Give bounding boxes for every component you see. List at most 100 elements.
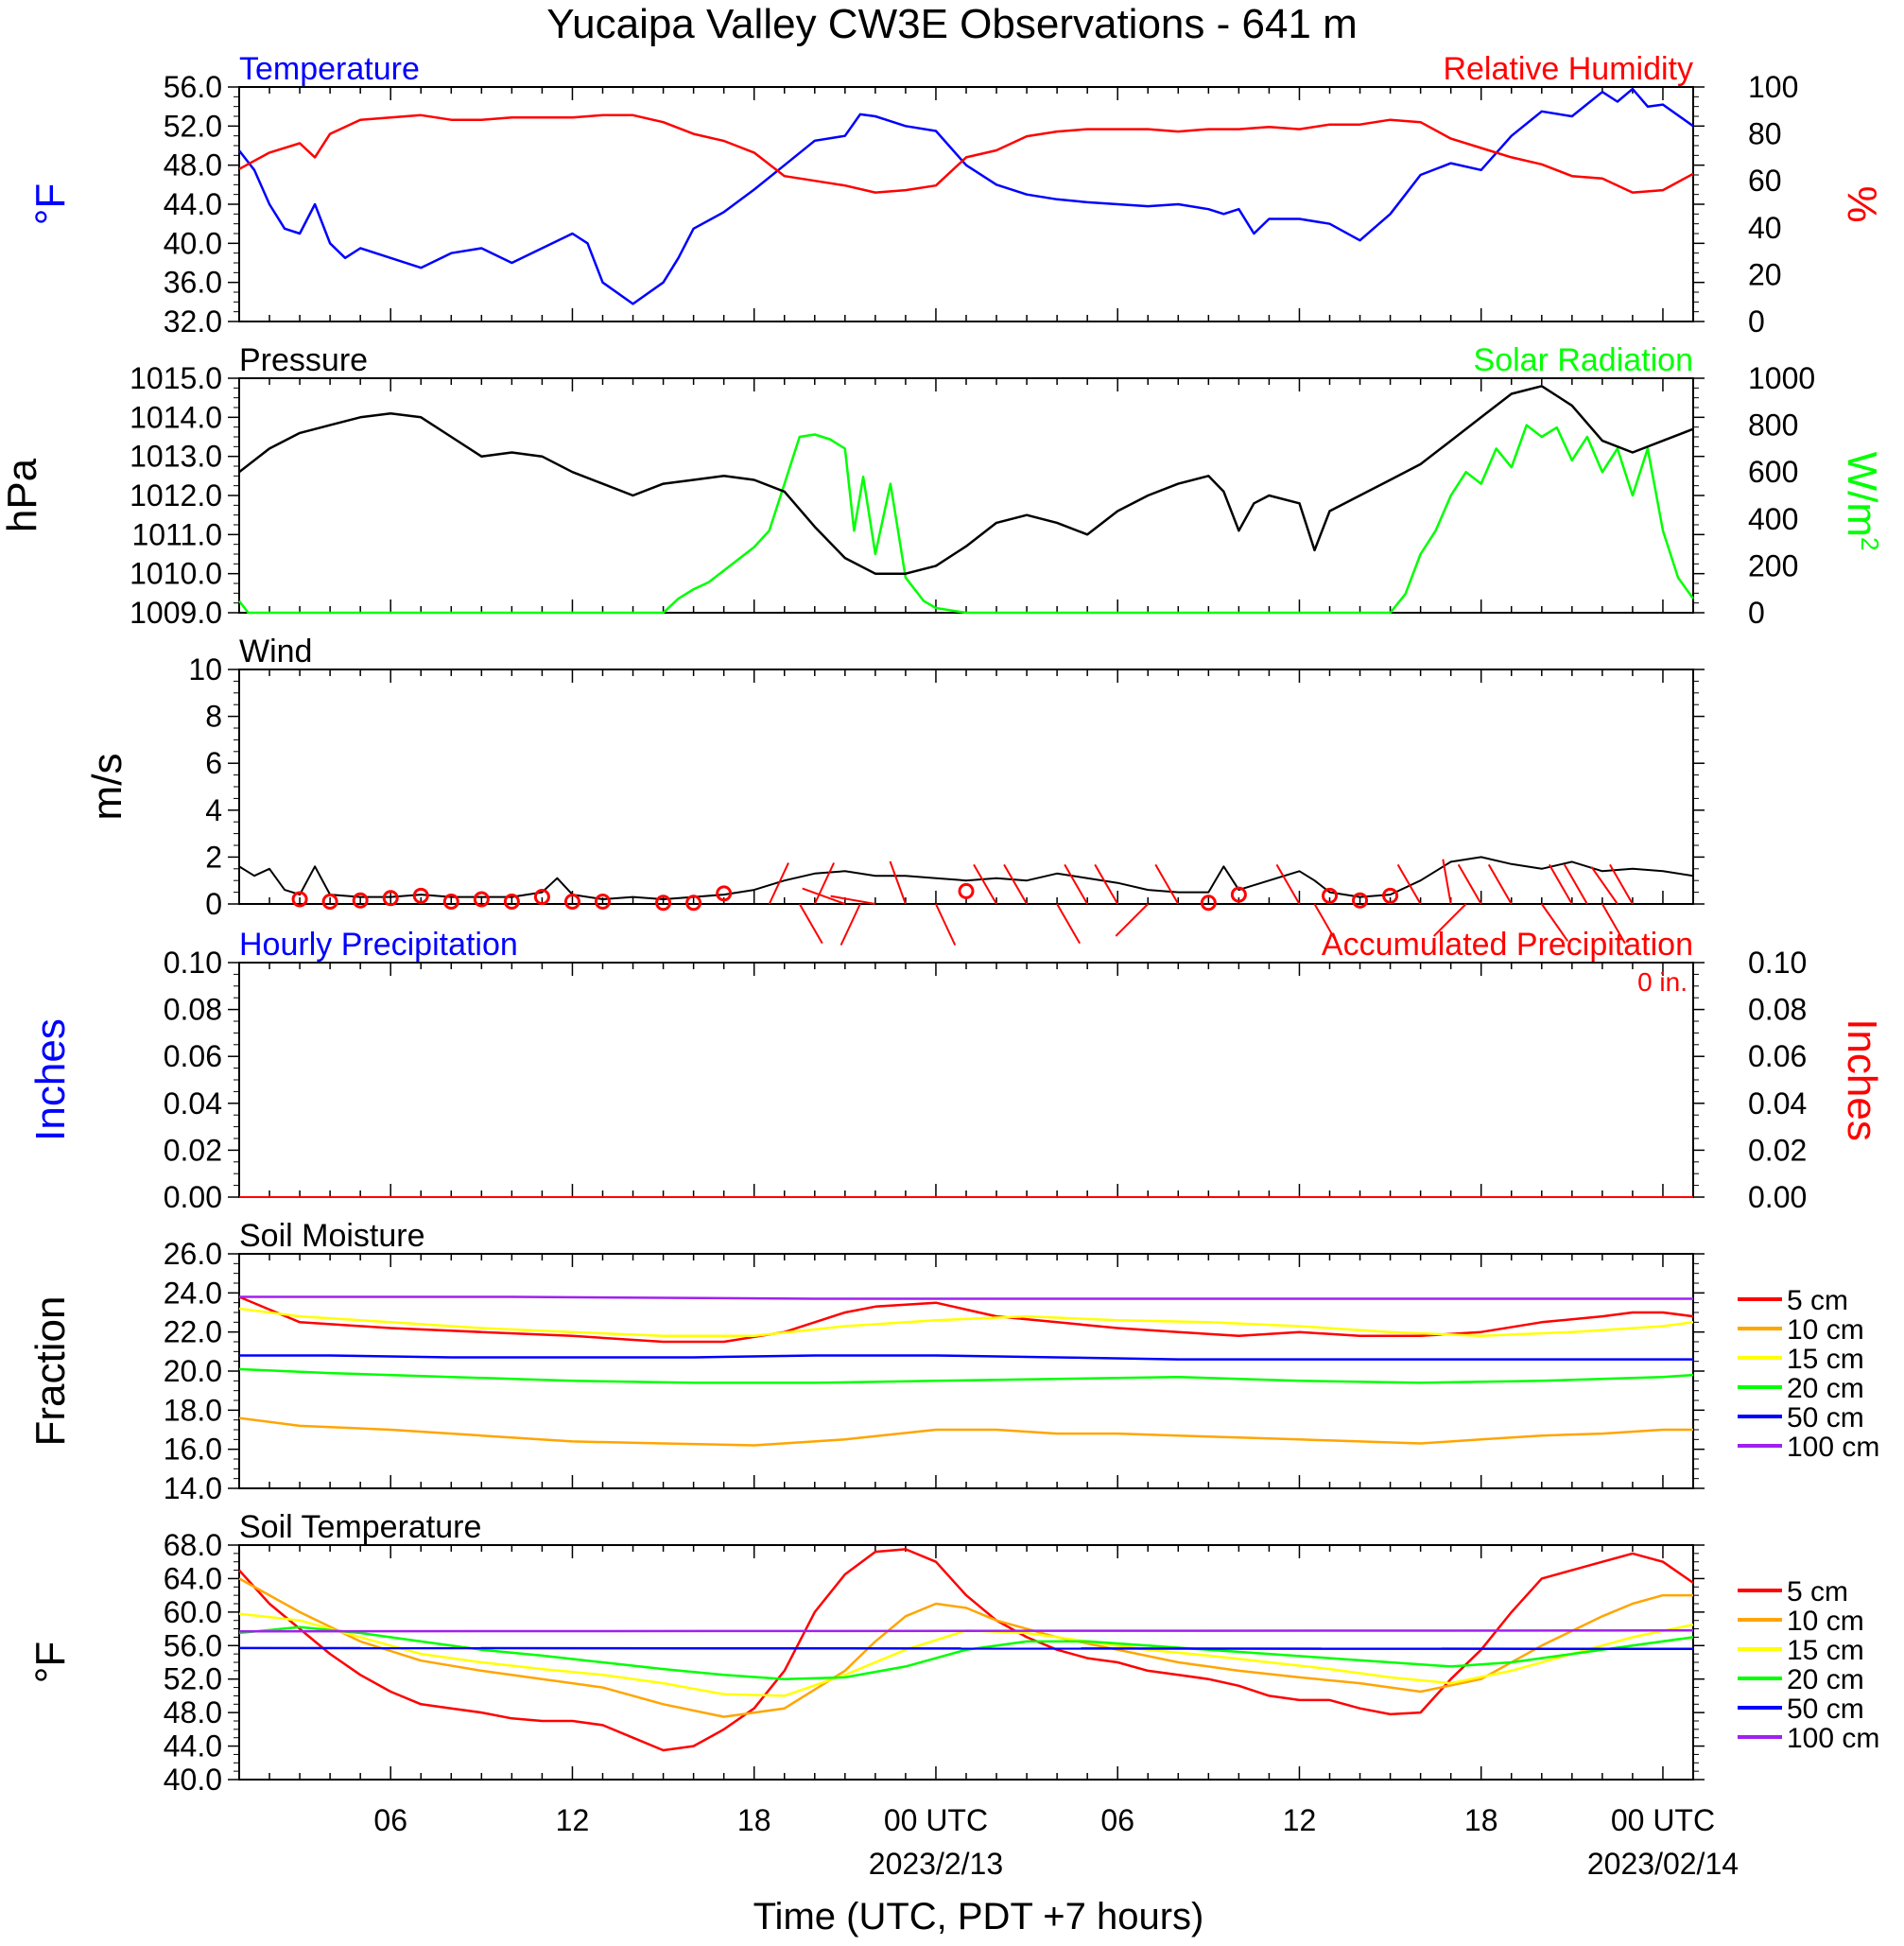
wind-barb (1056, 903, 1081, 945)
wind-barb (1313, 903, 1339, 945)
wind-barb (1433, 903, 1467, 937)
wind-barb (1003, 863, 1028, 905)
panel-title-left: Soil Moisture (239, 1218, 425, 1254)
y-tick-label: 52.0 (164, 1662, 222, 1696)
y-tick-label: 64.0 (164, 1561, 222, 1595)
humidity-series-line (238, 113, 1694, 194)
calm-wind-marker (1200, 895, 1217, 912)
soil-temp-line (238, 1577, 1693, 1718)
y-tick-label: 40.0 (164, 1763, 222, 1797)
soil-temp-line (238, 1548, 1694, 1752)
y-tick-label-right: 0.02 (1748, 1133, 1807, 1167)
calm-wind-marker (533, 889, 550, 906)
calm-wind-marker (382, 890, 399, 907)
y-tick-label: 20.0 (164, 1354, 222, 1388)
wind-barb (1563, 863, 1588, 905)
temperature-series-line (238, 87, 1694, 305)
calm-wind-marker (716, 885, 733, 902)
y-axis-label-left: m/s (84, 754, 130, 821)
legend-label: 10 cm (1787, 1314, 1864, 1346)
legend-label: 20 cm (1787, 1373, 1864, 1404)
legend-label: 100 cm (1787, 1432, 1879, 1463)
y-tick-label: 60.0 (164, 1595, 222, 1629)
y-tick-label: 1013.0 (130, 440, 222, 474)
y-tick-label: 44.0 (164, 187, 222, 221)
wind-barb (798, 903, 823, 945)
y-tick-label: 68.0 (164, 1528, 222, 1562)
wind-barb (1487, 863, 1513, 905)
y-axis-label-left: °F (27, 1642, 74, 1683)
panel-title-right: Accumulated Precipitation (1322, 927, 1693, 963)
y-tick-label-right: 0.10 (1748, 946, 1807, 980)
wind-barb (973, 863, 997, 905)
y-tick-label-right: 400 (1748, 502, 1798, 536)
figure-title: Yucaipa Valley CW3E Observations - 641 m (546, 1, 1358, 47)
y-axis-label-right: % (1839, 185, 1885, 222)
wind-barb (1548, 863, 1573, 905)
y-axis-label-right: Inches (1839, 1018, 1885, 1141)
y-tick-label: 56.0 (164, 1628, 222, 1662)
wind-series-line (238, 856, 1694, 900)
y-tick-label: 22.0 (164, 1315, 222, 1349)
y-tick-label: 32.0 (164, 304, 222, 339)
y-tick-label: 1015.0 (130, 361, 222, 395)
legend-label: 15 cm (1787, 1635, 1864, 1666)
y-tick-label-right: 100 (1748, 70, 1798, 104)
y-tick-label: 16.0 (164, 1433, 222, 1467)
y-tick-label: 1014.0 (130, 400, 222, 434)
calm-wind-marker (1322, 887, 1338, 904)
calm-wind-marker (352, 892, 369, 909)
y-tick-label: 1011.0 (132, 517, 223, 551)
panel-soil-moisture: 14.0 16.0 18.0 20.0 22.0 24.0 26.0 Soil Moistur… (27, 1218, 1879, 1505)
pressure-series-line (238, 385, 1694, 575)
solar-series-line (238, 424, 1695, 615)
legend-label: 15 cm (1787, 1344, 1864, 1375)
superscript-2: 2 (1856, 537, 1884, 550)
x-axis-label: Time (UTC, PDT +7 hours) (753, 1896, 1204, 1937)
y-tick-label: 0.02 (164, 1133, 222, 1167)
wind-barb (1396, 863, 1422, 905)
legend-label: 10 cm (1787, 1606, 1864, 1637)
y-tick-label-right: 0.06 (1748, 1039, 1807, 1073)
x-tick-label: 06 (373, 1803, 407, 1837)
x-tick-label: 12 (1283, 1803, 1317, 1837)
calm-wind-marker (563, 894, 580, 911)
calm-wind-marker (958, 882, 975, 899)
y-tick-label-right: 0.04 (1748, 1086, 1807, 1121)
y-tick-label: 0.08 (164, 993, 222, 1027)
panel-title-right: Relative Humidity (1443, 51, 1693, 87)
y-tick-label-right: 1000 (1748, 361, 1815, 395)
panel-frame (238, 962, 1694, 1198)
soil-temp-line (238, 1625, 1694, 1680)
panel-soil-temp: 40.044.048.052.056.060.064.068.0 Soil Tem… (27, 1509, 1879, 1881)
calm-wind-marker (473, 891, 490, 908)
wind-barb (839, 903, 861, 946)
y-tick-label-right: 0.00 (1748, 1180, 1807, 1214)
soil-moisture-line (239, 1295, 1693, 1300)
wind-barb (1094, 863, 1119, 905)
legend-label: 20 cm (1787, 1664, 1864, 1695)
calm-wind-marker (1352, 892, 1369, 909)
y-tick-label: 10 (188, 652, 222, 686)
legend-label: 5 cm (1787, 1576, 1848, 1607)
legend-label: 50 cm (1787, 1402, 1864, 1433)
x-tick-label: 06 (1100, 1803, 1134, 1837)
date-label: 2023/02/14 (1587, 1847, 1739, 1881)
y-axis-label-left: Inches (27, 1018, 74, 1141)
panel-title-left: Pressure (239, 342, 368, 378)
wind-barb (935, 903, 957, 946)
calm-wind-marker (655, 895, 672, 912)
y-tick-label: 48.0 (164, 1695, 222, 1729)
y-tick-label-right: 200 (1748, 548, 1798, 582)
y-tick-label-right: 80 (1748, 117, 1782, 151)
y-tick-label: 4 (205, 793, 222, 827)
panel-title-left: Soil Temperature (239, 1509, 481, 1545)
y-tick-label-right: 600 (1748, 455, 1798, 489)
calm-wind-marker (442, 894, 459, 911)
y-tick-label: 0.10 (164, 946, 222, 980)
wind-barb (1442, 859, 1452, 905)
y-tick-label: 2 (205, 840, 222, 874)
x-tick-label: 18 (737, 1803, 771, 1837)
y-axis-label-left: Fraction (27, 1296, 74, 1447)
calm-wind-marker (1230, 886, 1247, 903)
